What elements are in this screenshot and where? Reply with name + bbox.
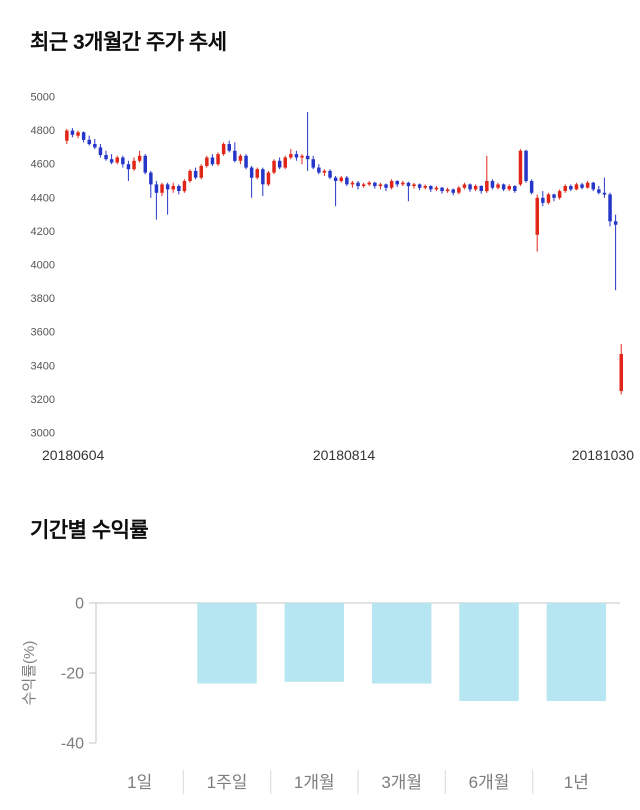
returns-section: 기간별 수익률 0 -20 -40 수익률(%) 1일 1주일 1개월 3개월 6개월 1년: [0, 470, 640, 808]
svg-text:4800: 4800: [31, 125, 55, 137]
svg-text:3개월: 3개월: [381, 773, 422, 792]
svg-text:3400: 3400: [31, 360, 55, 372]
svg-text:수익률(%): 수익률(%): [21, 641, 38, 706]
svg-text:6개월: 6개월: [469, 773, 510, 792]
svg-text:20180604: 20180604: [42, 447, 105, 463]
svg-text:3600: 3600: [31, 327, 55, 339]
returns-bar-chart: 0 -20 -40 수익률(%) 1일 1주일 1개월 3개월 6개월 1년: [21, 596, 620, 794]
svg-text:0: 0: [75, 596, 84, 613]
svg-text:4600: 4600: [31, 159, 55, 171]
svg-text:-40: -40: [61, 736, 84, 753]
svg-text:4400: 4400: [31, 192, 55, 204]
price-trend-title: 최근 3개월간 주가 추세: [30, 31, 227, 54]
svg-text:-20: -20: [61, 666, 84, 683]
price-trend-section: 최근 3개월간 주가 추세 5000 4800 4600 4400 4200 4000 38…: [30, 31, 635, 464]
svg-text:4000: 4000: [31, 260, 55, 272]
svg-text:20181030: 20181030: [572, 447, 635, 463]
svg-text:1개월: 1개월: [294, 773, 335, 792]
svg-text:5000: 5000: [31, 92, 55, 104]
svg-text:20180814: 20180814: [313, 447, 376, 463]
returns-title: 기간별 수익률: [30, 519, 149, 542]
svg-text:1년: 1년: [564, 773, 589, 792]
svg-text:3800: 3800: [31, 293, 55, 305]
candlestick-chart: 5000 4800 4600 4400 4200 4000 3800 3600 3400 3200…: [31, 92, 635, 464]
svg-text:4200: 4200: [31, 226, 55, 238]
svg-text:3000: 3000: [31, 428, 55, 440]
svg-text:1일: 1일: [127, 773, 152, 792]
svg-text:1주일: 1주일: [207, 773, 248, 792]
svg-text:3200: 3200: [31, 394, 55, 406]
